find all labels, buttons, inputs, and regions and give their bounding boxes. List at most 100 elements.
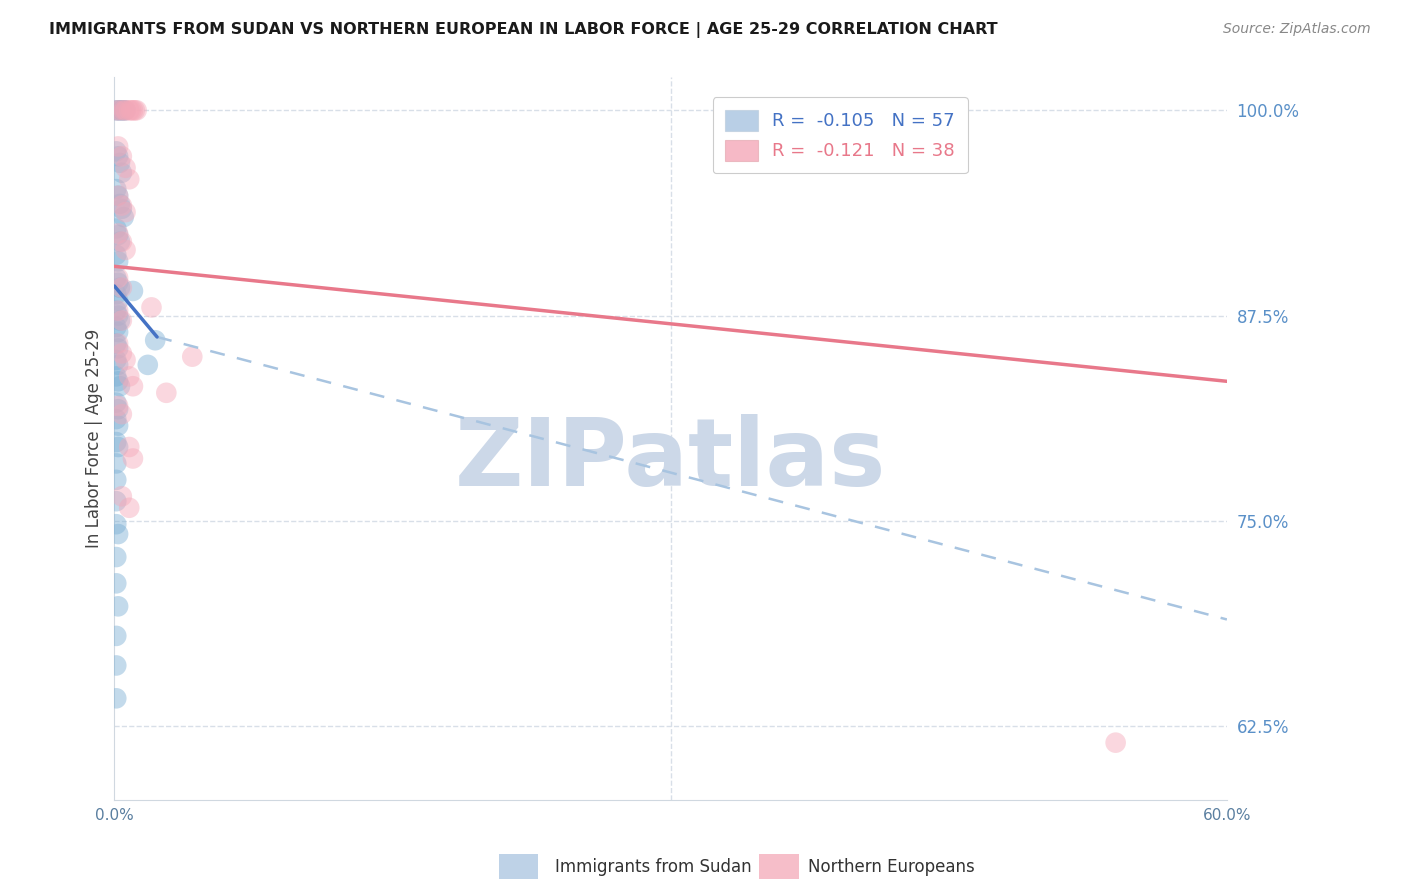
Point: [122, 379, 145, 393]
Point: [107, 270, 129, 285]
Point: [107, 418, 129, 433]
Point: [111, 407, 134, 421]
Point: [1104, 736, 1126, 750]
Point: [122, 284, 145, 298]
Point: [105, 353, 128, 368]
Point: [118, 500, 141, 515]
Point: [108, 313, 131, 327]
Point: [105, 517, 128, 532]
Point: [114, 103, 136, 118]
Point: [111, 489, 134, 503]
Point: [105, 550, 128, 565]
Point: [111, 281, 134, 295]
Point: [105, 336, 128, 351]
Point: [112, 103, 135, 118]
Point: [107, 309, 129, 323]
Text: ZIPatlas: ZIPatlas: [456, 415, 886, 507]
Point: [105, 412, 128, 426]
Point: [107, 402, 129, 417]
Point: [111, 103, 134, 118]
Point: [155, 385, 177, 400]
Point: [107, 325, 129, 339]
Point: [112, 210, 135, 224]
Point: [114, 103, 136, 118]
Point: [118, 103, 141, 118]
Point: [107, 358, 129, 372]
Point: [108, 235, 131, 249]
Point: [105, 320, 128, 334]
Point: [118, 440, 141, 454]
Point: [136, 358, 159, 372]
Point: [111, 198, 134, 212]
Text: Northern Europeans: Northern Europeans: [808, 858, 976, 876]
Point: [105, 248, 128, 262]
Point: [107, 374, 129, 388]
Point: [105, 182, 128, 196]
Point: [105, 103, 128, 118]
Point: [105, 473, 128, 487]
Point: [114, 353, 136, 368]
Point: [122, 103, 145, 118]
Point: [107, 227, 129, 241]
Text: Source: ZipAtlas.com: Source: ZipAtlas.com: [1223, 22, 1371, 37]
Point: [108, 281, 131, 295]
Point: [122, 451, 145, 466]
Y-axis label: In Labor Force | Age 25-29: In Labor Force | Age 25-29: [86, 329, 103, 549]
Point: [118, 369, 141, 384]
Point: [105, 287, 128, 301]
Point: [107, 293, 129, 308]
Point: [107, 103, 129, 118]
Point: [108, 103, 131, 118]
Point: [108, 156, 131, 170]
Point: [107, 188, 129, 202]
Point: [107, 149, 129, 163]
Point: [120, 103, 142, 118]
Point: [105, 395, 128, 409]
Point: [107, 188, 129, 202]
Point: [111, 313, 134, 327]
Point: [107, 254, 129, 268]
Text: IMMIGRANTS FROM SUDAN VS NORTHERN EUROPEAN IN LABOR FORCE | AGE 25-29 CORRELATIO: IMMIGRANTS FROM SUDAN VS NORTHERN EUROPE…: [49, 22, 998, 38]
Point: [105, 494, 128, 508]
Point: [105, 629, 128, 643]
Point: [125, 103, 148, 118]
Point: [105, 435, 128, 450]
Point: [107, 599, 129, 614]
Point: [105, 691, 128, 706]
Point: [143, 333, 166, 347]
Point: [107, 228, 129, 243]
Point: [111, 166, 134, 180]
Point: [107, 336, 129, 351]
Legend: R =  -0.105   N = 57, R =  -0.121   N = 38: R = -0.105 N = 57, R = -0.121 N = 38: [713, 97, 967, 173]
Point: [111, 235, 134, 249]
Point: [114, 243, 136, 257]
Point: [105, 576, 128, 591]
Point: [105, 457, 128, 471]
Point: [105, 221, 128, 235]
Point: [108, 197, 131, 211]
Point: [107, 440, 129, 454]
Point: [111, 149, 134, 163]
Point: [114, 205, 136, 219]
Point: [105, 103, 128, 118]
Point: [141, 301, 163, 315]
Point: [111, 202, 134, 216]
Point: [107, 342, 129, 356]
Point: [181, 350, 204, 364]
Point: [107, 276, 129, 290]
Point: [124, 103, 146, 118]
Point: [107, 527, 129, 541]
Point: [105, 270, 128, 285]
Point: [107, 303, 129, 318]
Point: [107, 399, 129, 413]
Point: [118, 172, 141, 186]
Text: Immigrants from Sudan: Immigrants from Sudan: [555, 858, 752, 876]
Point: [107, 139, 129, 153]
Point: [112, 103, 135, 118]
Point: [105, 369, 128, 384]
Point: [114, 161, 136, 175]
Point: [108, 103, 131, 118]
Point: [105, 145, 128, 159]
Point: [108, 379, 131, 393]
Point: [105, 303, 128, 318]
